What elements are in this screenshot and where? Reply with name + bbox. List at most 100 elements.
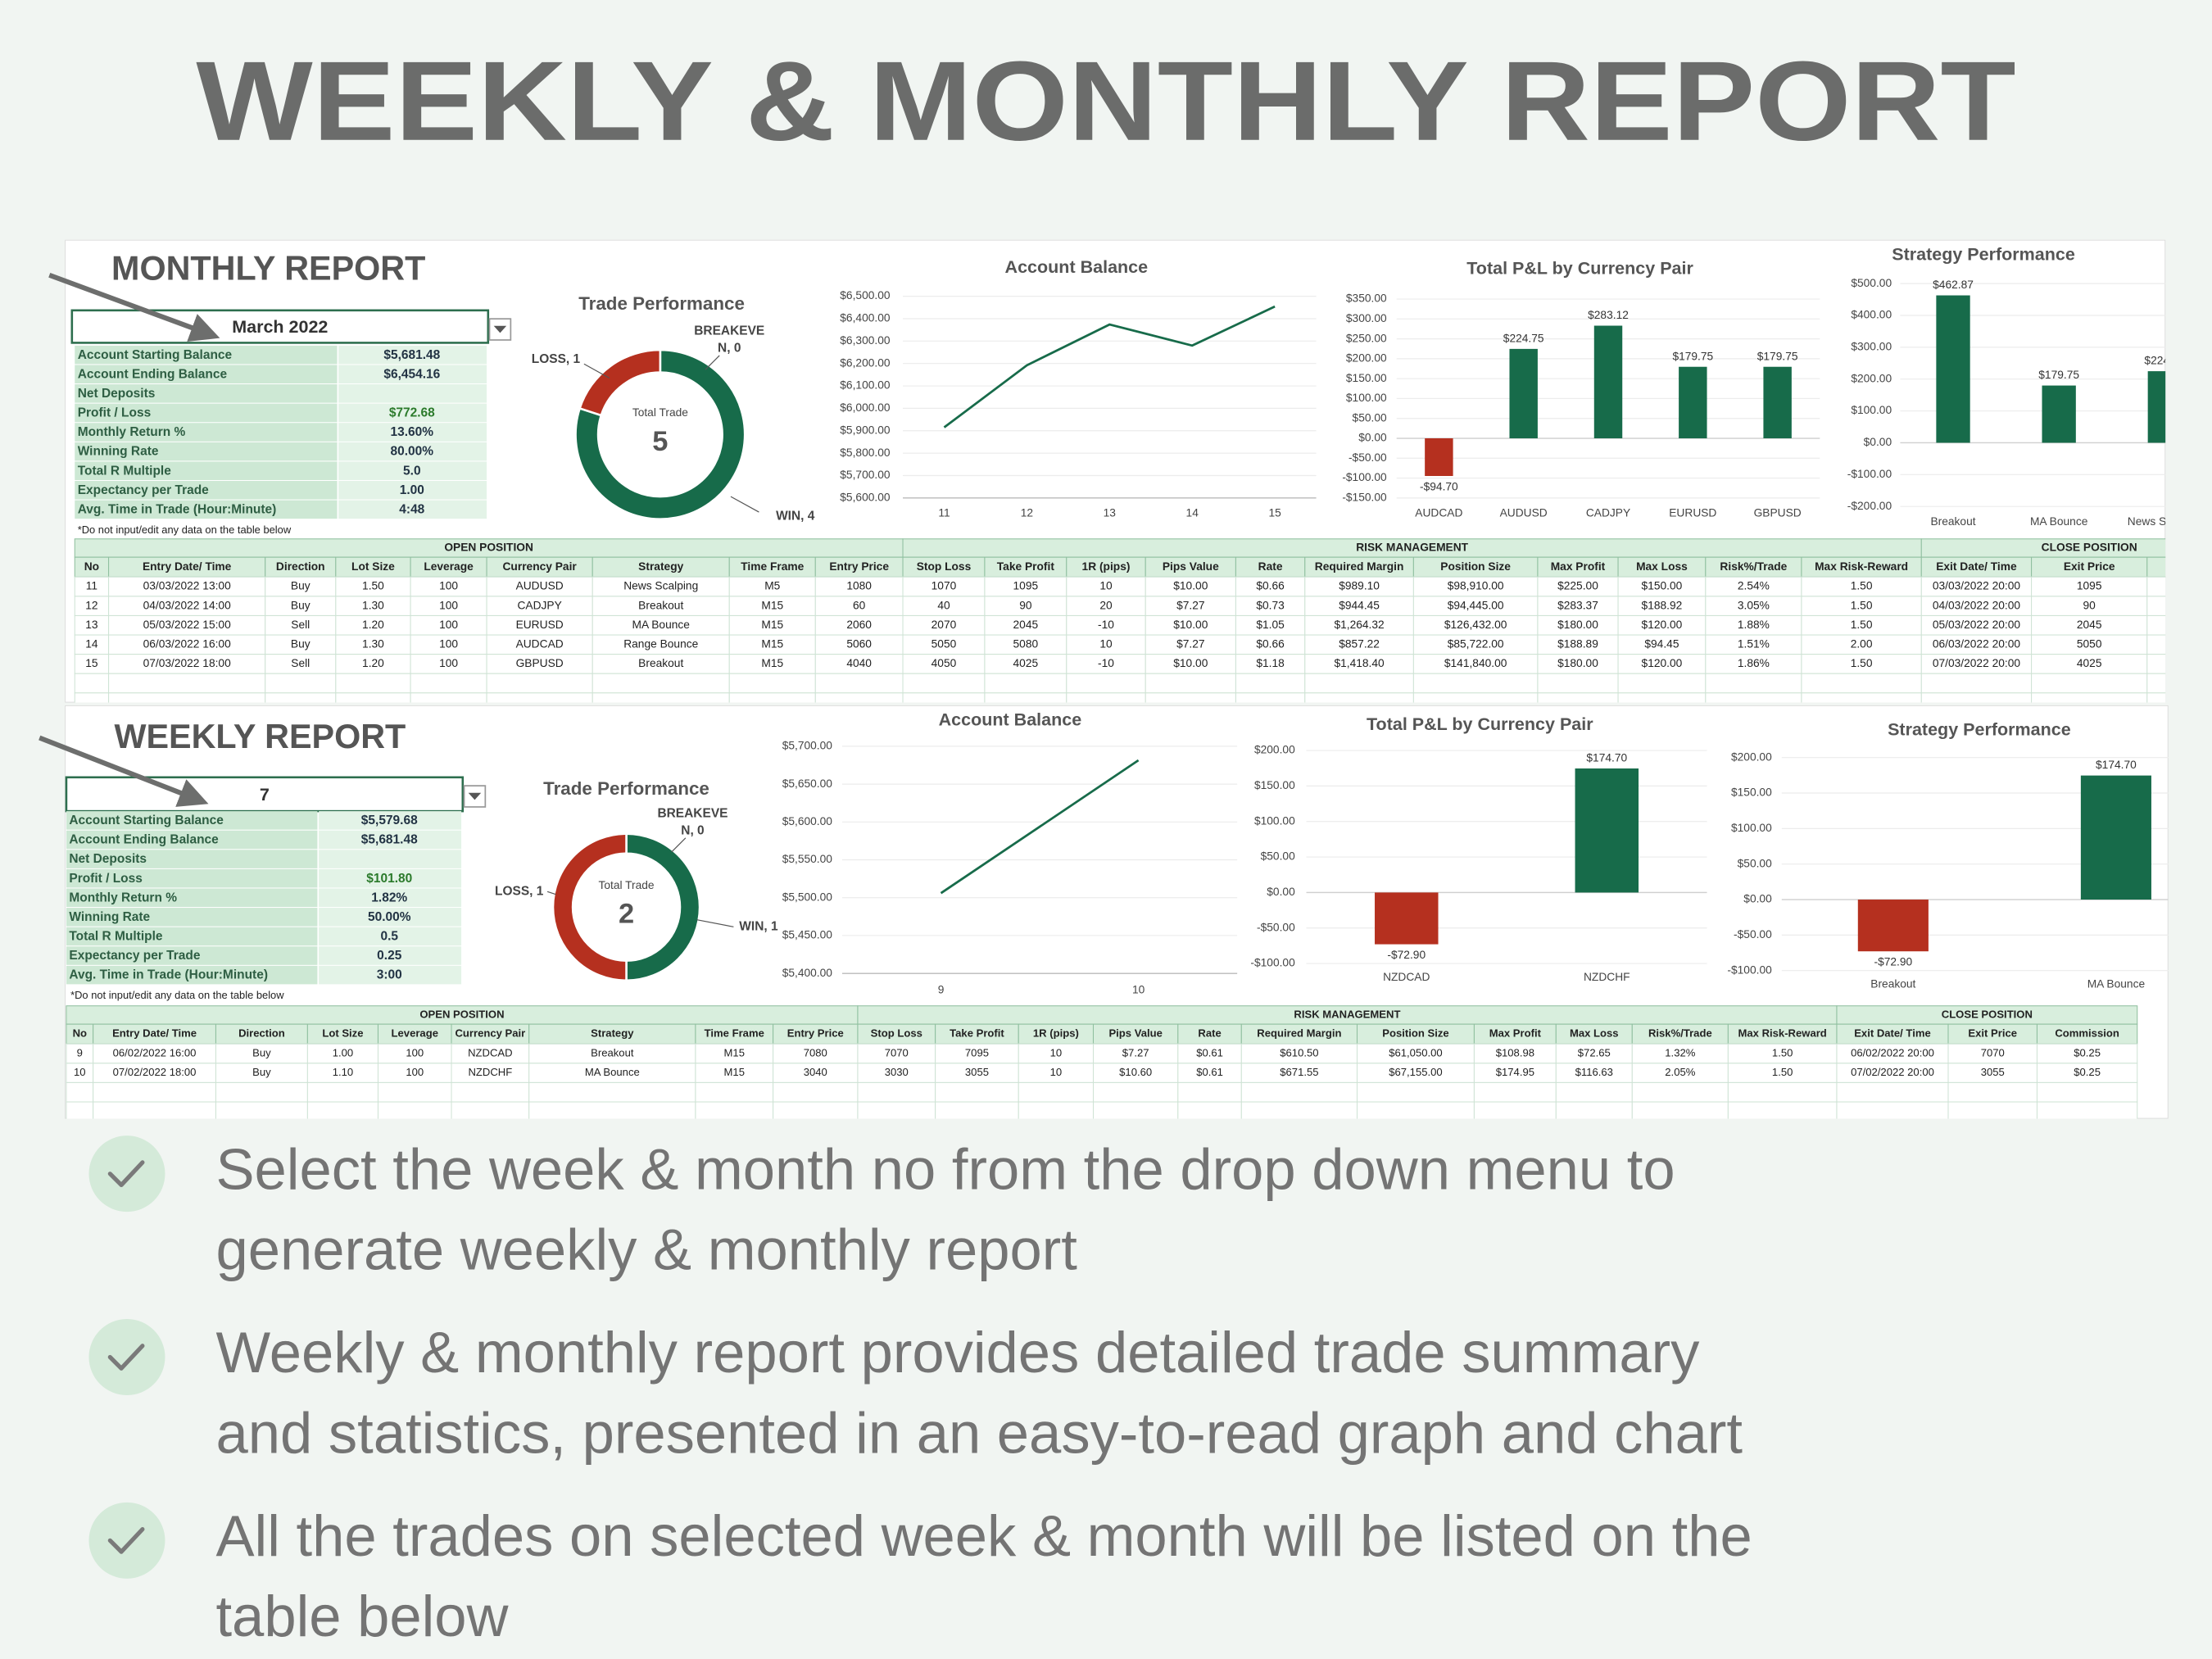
cell-text: 100 xyxy=(439,619,458,631)
table-cell xyxy=(1727,1081,1838,1103)
selector[interactable] xyxy=(65,776,465,813)
bar xyxy=(1509,348,1538,439)
table-cell xyxy=(2146,654,2166,674)
check-icon xyxy=(107,1526,145,1554)
table-cell xyxy=(2036,1081,2138,1103)
table-cell xyxy=(2036,1101,2138,1119)
table-cell xyxy=(2146,596,2166,616)
stat-label: Monthly Return % xyxy=(78,425,186,439)
cell-text: $7.27 xyxy=(1122,1046,1149,1058)
column-header-cell xyxy=(1631,1023,1729,1045)
column-header: Max Profit xyxy=(1551,560,1606,573)
table-cell xyxy=(773,1101,859,1119)
cell-text: AUDUSD xyxy=(516,580,564,592)
column-header: Take Profit xyxy=(950,1027,1004,1040)
x-tick-label: 13 xyxy=(1104,506,1117,519)
column-header: Lot Size xyxy=(322,1027,363,1040)
cell-text: 11 xyxy=(86,580,97,592)
cell-text: 2.54% xyxy=(1738,580,1770,592)
stat-label-cell xyxy=(75,442,338,461)
y-tick-label: $0.00 xyxy=(1358,432,1387,444)
column-header: Risk%/Trade xyxy=(1720,560,1787,573)
x-tick-label: CADJPY xyxy=(1586,506,1630,519)
bar xyxy=(1857,900,1929,952)
cell-text: 10 xyxy=(1099,637,1113,650)
y-tick-label: $5,900.00 xyxy=(840,424,891,436)
cell-text: 7080 xyxy=(804,1046,827,1058)
table-cell xyxy=(2146,614,2166,636)
cell-text: 07/02/2022 20:00 xyxy=(1851,1066,1934,1078)
column-header: Position Size xyxy=(1382,1027,1448,1040)
cell-text: $610.50 xyxy=(1280,1046,1318,1058)
data-label: $179.75 xyxy=(1672,350,1713,362)
stat-label-cell xyxy=(66,946,318,965)
y-tick-label: $50.00 xyxy=(1353,411,1387,424)
column-header-cell xyxy=(335,556,411,578)
group-header: OPEN POSITION xyxy=(419,1008,504,1020)
stat-value-cell xyxy=(338,481,487,500)
cell-text: Buy xyxy=(252,1046,271,1058)
cell-text: 5060 xyxy=(846,637,872,650)
cell-text: 5050 xyxy=(931,637,957,650)
stat-value-cell xyxy=(338,365,487,384)
cell-text: 3055 xyxy=(1981,1066,2005,1078)
stat-value: 3:00 xyxy=(377,968,402,982)
column-header-cell xyxy=(1537,556,1619,578)
stat-value-cell xyxy=(338,442,487,461)
slice-label: N, 0 xyxy=(718,341,741,355)
donut-slice xyxy=(574,348,746,520)
x-tick-label: AUDCAD xyxy=(1415,506,1462,519)
chart-title: Total P&L by Currency Pair xyxy=(1367,714,1593,734)
cell-text: Buy xyxy=(291,637,310,650)
stat-label: Winning Rate xyxy=(69,910,150,924)
y-tick-label: $300.00 xyxy=(1346,312,1387,324)
stat-label-cell xyxy=(75,423,338,442)
cell-text: 1.88% xyxy=(1738,619,1770,631)
cell-text: 1.51% xyxy=(1738,637,1770,650)
stat-label: Account Ending Balance xyxy=(69,833,219,847)
cell-text: 1.20 xyxy=(362,657,384,669)
cell-text: 2045 xyxy=(1013,619,1039,631)
cell-text: $283.37 xyxy=(1557,599,1598,611)
cell-text: $94.45 xyxy=(1644,637,1679,650)
table-cell xyxy=(306,1101,378,1119)
column-header: Direction xyxy=(238,1027,285,1040)
table-cell xyxy=(2146,634,2166,655)
cell-text: 2070 xyxy=(931,619,957,631)
cell-text: M15 xyxy=(761,637,783,650)
column-header-cell xyxy=(1240,1023,1358,1045)
stat-value-cell xyxy=(319,830,462,850)
cell-text: $94,445.00 xyxy=(1448,599,1504,611)
cell-text: Sell xyxy=(291,619,310,631)
table-cell xyxy=(592,692,730,703)
x-tick-label: 9 xyxy=(938,983,945,995)
cell-text: GBPUSD xyxy=(516,657,564,669)
stat-value: 1.82% xyxy=(371,891,407,904)
y-tick-label: $50.00 xyxy=(1738,857,1772,869)
table-cell xyxy=(814,673,904,694)
table-cell xyxy=(1705,692,1802,703)
column-header: Pips Value xyxy=(1108,1027,1162,1040)
table-cell xyxy=(528,1081,696,1103)
donut-slice xyxy=(551,832,628,982)
y-tick-label: $0.00 xyxy=(1267,886,1295,898)
page-title: WEEKLY & MONTHLY REPORT xyxy=(196,39,2015,165)
stat-label-cell xyxy=(75,403,338,423)
table-cell xyxy=(1412,673,1539,694)
table-cell xyxy=(1473,1101,1557,1119)
column-header-cell xyxy=(1356,1023,1475,1045)
cell-text: $7.27 xyxy=(1176,599,1204,611)
column-header-cell xyxy=(1705,556,1802,578)
data-label: $462.87 xyxy=(1933,279,1974,291)
selector[interactable] xyxy=(70,309,490,344)
stat-label: Net Deposits xyxy=(78,387,156,401)
report-panel: WEEKLY REPORT 7 Account Starting Balance $5… xyxy=(65,705,2169,1119)
donut-slice xyxy=(625,832,701,982)
cell-text: $188.89 xyxy=(1557,637,1598,650)
cell-text: $989.10 xyxy=(1339,580,1380,592)
x-tick-label: 12 xyxy=(1021,506,1033,519)
cell-text: $85,722.00 xyxy=(1448,637,1504,650)
pointer-arrow xyxy=(39,735,209,807)
data-label: $224.75 xyxy=(1503,332,1544,344)
cell-text: EURUSD xyxy=(516,619,564,631)
